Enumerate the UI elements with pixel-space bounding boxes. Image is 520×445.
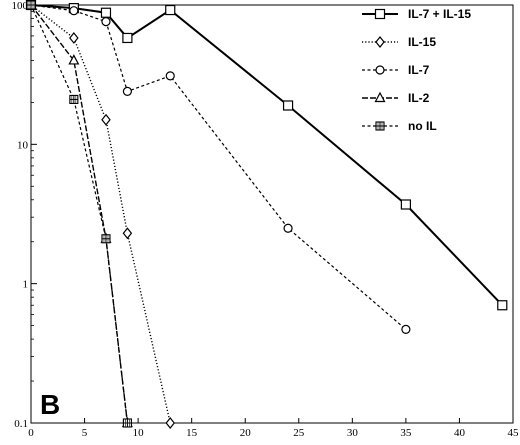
data-point-il-7 — [101, 17, 111, 27]
x-tick-label: 15 — [186, 427, 198, 439]
legend-item-il-2: IL-2 — [362, 91, 430, 105]
legend-marker — [375, 121, 385, 131]
series-line-il-2 — [30, 4, 129, 424]
series-line-no-il — [30, 4, 128, 424]
legend-marker — [375, 65, 385, 75]
series-line-il-7 — [30, 4, 407, 330]
x-tick-label: 25 — [293, 427, 305, 439]
legend-item-il-15: IL-15 — [362, 35, 436, 49]
panel-label: B — [40, 389, 60, 420]
data-point-il-7-il-15 — [122, 32, 133, 44]
data-point-il-15 — [69, 32, 79, 44]
x-tick-label: 0 — [28, 427, 34, 439]
data-point-il-7 — [122, 86, 133, 96]
x-tick-label: 45 — [508, 427, 520, 439]
legend-label: IL-7 + IL-15 — [408, 7, 471, 21]
x-tick-label: 30 — [347, 427, 359, 439]
data-point-il-7-il-15 — [165, 4, 176, 16]
data-point-il-7 — [401, 324, 411, 334]
data-point-il-15 — [165, 417, 176, 429]
x-tick-label: 5 — [82, 427, 88, 439]
data-point-no-il — [101, 234, 111, 244]
data-point-il-7 — [165, 71, 175, 81]
y-tick-label: 100 — [12, 0, 29, 12]
x-tick-label: 40 — [454, 427, 466, 439]
series-line-il-7-il-15 — [30, 4, 504, 306]
data-point-il-15 — [122, 227, 133, 240]
x-tick-label: 20 — [240, 427, 252, 439]
legend-label: IL-2 — [408, 91, 430, 105]
x-tick-label: 10 — [133, 427, 145, 439]
data-point-il-7-il-15 — [497, 300, 508, 311]
data-point-no-il — [122, 418, 132, 428]
legend-item-no-il: no IL — [362, 119, 437, 133]
data-point-il-7-il-15 — [400, 199, 411, 210]
legend-item-il-7-il-15: IL-7 + IL-15 — [362, 7, 471, 21]
legend: IL-7 + IL-15 IL-15 IL-7 IL-2 no IL — [362, 7, 471, 133]
data-point-il-2 — [68, 54, 80, 65]
data-point-no-il — [26, 0, 36, 10]
series-lines — [30, 4, 504, 424]
data-point-il-7 — [283, 223, 293, 233]
legend-item-il-7: IL-7 — [362, 63, 430, 77]
legend-label: no IL — [408, 119, 437, 133]
data-point-il-15 — [101, 113, 111, 126]
y-tick-label: 10 — [17, 139, 29, 151]
axes: 0 5 10 15 20 25 30 35 40 45 0.1 1 10 100 — [12, 0, 520, 439]
data-point-il-7 — [69, 6, 79, 16]
legend-marker — [375, 36, 385, 48]
x-tick-label: 35 — [400, 427, 412, 439]
legend-label: IL-7 — [408, 63, 430, 77]
legend-marker — [374, 8, 386, 20]
legend-marker — [374, 91, 386, 103]
plot-frame — [30, 4, 514, 424]
legend-label: IL-15 — [408, 35, 436, 49]
data-point-il-7-il-15 — [282, 100, 294, 111]
y-tick-label: 1 — [23, 279, 29, 291]
data-point-il-7-il-15 — [100, 7, 112, 18]
series-markers — [25, 0, 508, 429]
data-point-no-il — [69, 94, 79, 104]
y-tick-label: 0.1 — [14, 418, 28, 430]
